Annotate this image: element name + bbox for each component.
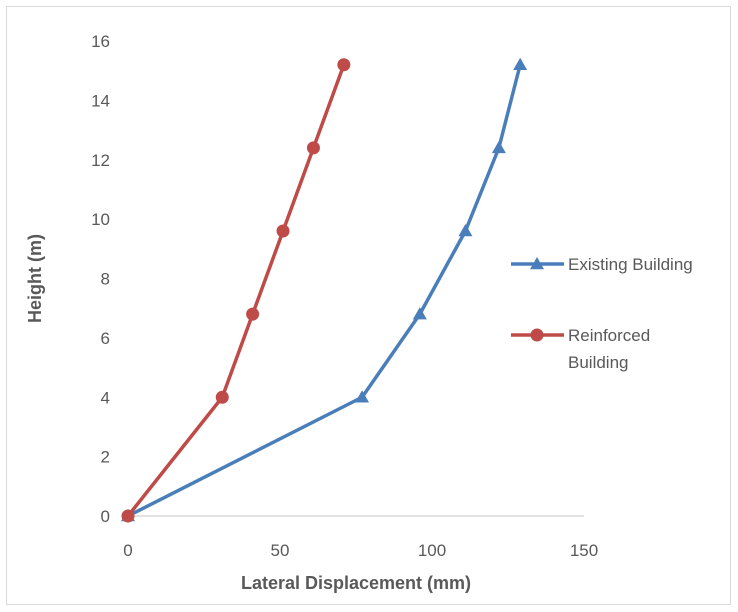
series-line — [127, 64, 522, 518]
x-tick-label: 150 — [570, 541, 598, 560]
legend: Existing Building Reinforced Building — [511, 255, 693, 372]
legend-swatch-marker — [530, 257, 544, 270]
legend-label: Reinforced Building — [568, 326, 650, 372]
data-point — [306, 141, 320, 155]
data-point — [121, 509, 135, 523]
data-point — [412, 307, 427, 320]
x-tick-label: 0 — [123, 541, 132, 560]
x-tick-label: 50 — [271, 541, 290, 560]
x-tick-label: 100 — [418, 541, 446, 560]
y-tick-label: 10 — [91, 210, 110, 229]
legend-item: Reinforced Building — [511, 326, 650, 372]
series-0 — [121, 57, 528, 522]
series-line — [126, 64, 346, 518]
y-tick-label: 8 — [101, 270, 110, 289]
y-tick-label: 12 — [91, 151, 110, 170]
y-tick-labels: 0 2 4 6 8 10 12 14 16 — [91, 32, 110, 526]
data-point — [513, 57, 528, 70]
data-point — [355, 390, 370, 403]
y-tick-label: 0 — [101, 507, 110, 526]
chart-frame — [6, 6, 731, 605]
data-point — [276, 224, 290, 238]
legend-item: Existing Building — [511, 255, 693, 274]
data-point — [215, 390, 229, 404]
data-point — [337, 58, 351, 72]
y-tick-label: 14 — [91, 91, 110, 110]
data-point — [458, 224, 473, 237]
y-tick-label: 4 — [101, 388, 110, 407]
x-tick-labels: 0 50 100 150 — [123, 541, 598, 560]
legend-swatch-marker — [530, 328, 544, 342]
y-tick-label: 16 — [91, 32, 110, 51]
data-point — [491, 140, 506, 154]
x-axis-title: Lateral Displacement (mm) — [241, 573, 471, 593]
data-point — [246, 307, 260, 321]
y-tick-label: 6 — [101, 329, 110, 348]
y-axis-title: Height (m) — [25, 234, 45, 323]
plot-area — [121, 57, 528, 523]
series-1 — [121, 58, 351, 523]
legend-label: Existing Building — [568, 255, 693, 274]
y-tick-label: 2 — [101, 448, 110, 467]
